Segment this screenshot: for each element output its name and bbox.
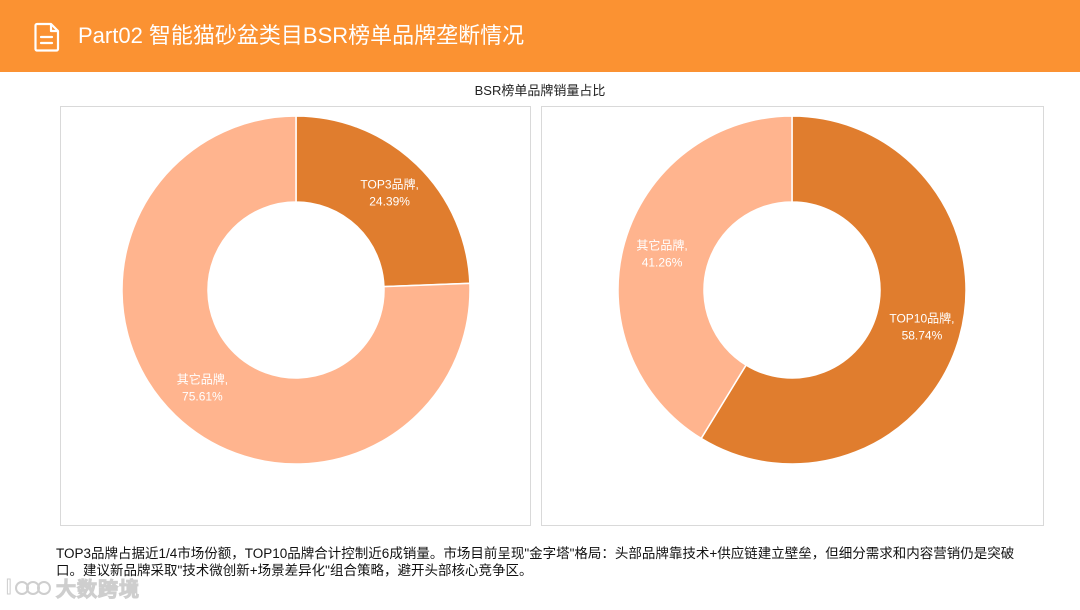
donut-chart-panel-top10: TOP10品牌, 58.74% 其它品牌, 41.26% (541, 106, 1044, 526)
summary-text: TOP3品牌占据近1/4市场份额，TOP10品牌合计控制近6成销量。市场目前呈现… (56, 546, 1015, 578)
slice-label: 其它品牌, 75.61% (177, 371, 228, 403)
page-title: Part02 智能猫砂盆类目BSR榜单品牌垄断情况 (78, 23, 525, 48)
watermark-logo-icon: l (6, 577, 51, 599)
document-icon (34, 22, 60, 52)
slice-label: 其它品牌, 41.26% (636, 237, 687, 269)
watermark-text: 大数跨境 (56, 578, 140, 601)
chart-title: BSR榜单品牌销量占比 (474, 83, 606, 98)
donut-slice (295, 115, 471, 288)
donut-chart-top3: TOP3品牌, 24.39% 其它品牌, 75.61% (121, 115, 471, 465)
header-bar: Part02 智能猫砂盆类目BSR榜单品牌垄断情况 (0, 0, 1080, 72)
donut-chart-panel-top3: TOP3品牌, 24.39% 其它品牌, 75.61% (60, 106, 531, 526)
donut-slice (617, 115, 793, 440)
donut-chart-top10: TOP10品牌, 58.74% 其它品牌, 41.26% (617, 115, 967, 465)
svg-text:l: l (6, 577, 12, 599)
donut-slice (700, 115, 967, 465)
slice-label: TOP10品牌, 58.74% (889, 312, 954, 343)
donut-slice (121, 115, 471, 465)
watermark: l 大数跨境 (6, 572, 140, 602)
slice-label: TOP3品牌, 24.39% (360, 178, 418, 209)
